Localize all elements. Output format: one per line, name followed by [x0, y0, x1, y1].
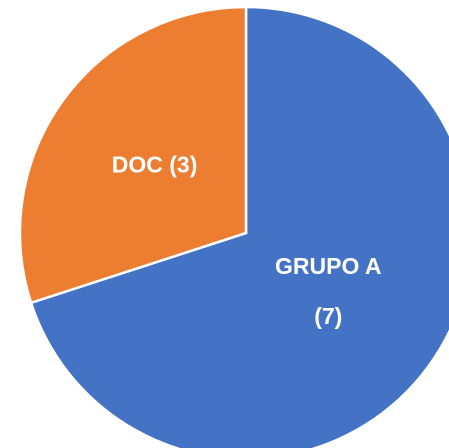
slice-label: GRUPO A: [275, 253, 382, 279]
pie-slice: [18, 5, 248, 305]
slice-label-group: DOC (3): [112, 152, 198, 178]
slice-value-label: (3): [169, 152, 197, 178]
slice-value-label: (7): [314, 303, 342, 329]
pie-slice: [29, 5, 449, 448]
slice-label: DOC: [112, 152, 163, 178]
